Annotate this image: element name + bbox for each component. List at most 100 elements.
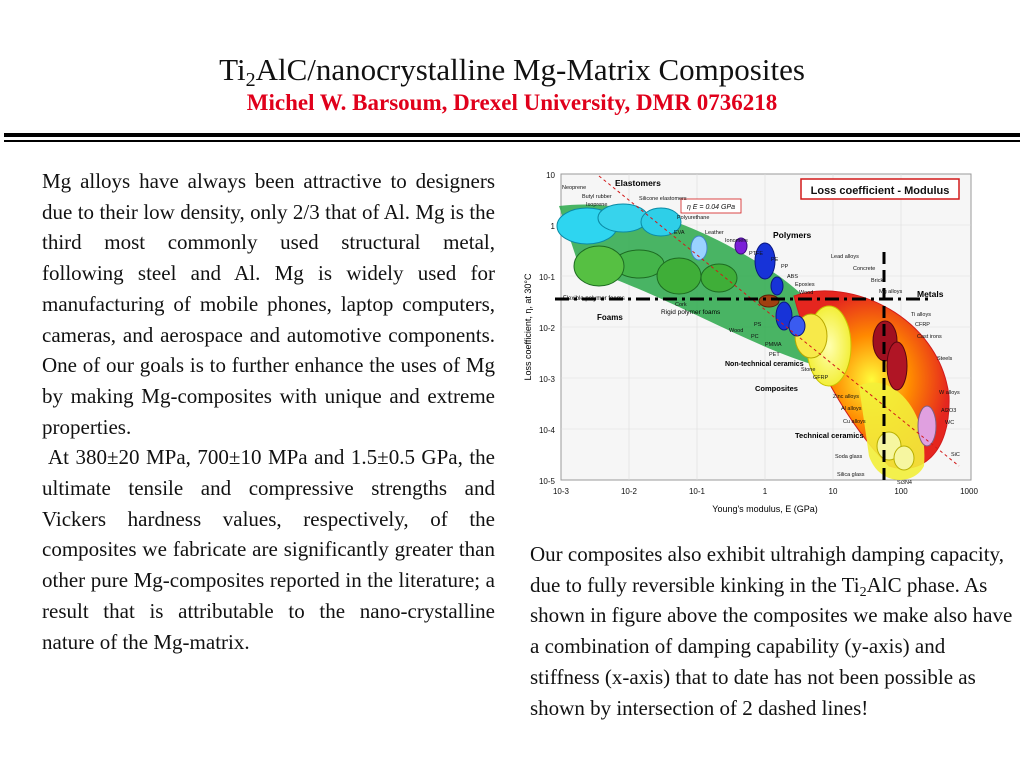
label-cast-irons: Cast irons xyxy=(917,334,942,340)
label-isoprene: Isoprene xyxy=(586,202,607,208)
guide-line xyxy=(598,175,960,467)
xtick-label: 10-2 xyxy=(621,487,638,496)
label-pet: PET xyxy=(769,352,780,358)
label-wood-grain: Wood xyxy=(729,328,743,334)
label-eva: EVA xyxy=(674,230,685,236)
ceramic-bubble xyxy=(893,445,915,471)
caption-subscript: 2 xyxy=(859,584,867,600)
caption-text-rest: AlC phase. As shown in figure above the … xyxy=(530,572,1013,720)
label-gfrp: GFRP xyxy=(813,375,829,381)
elastomer-bubble xyxy=(597,203,649,233)
label-cfrp: CFRP xyxy=(915,322,930,328)
label-technical-ceramics: Technical ceramics xyxy=(795,431,864,440)
caption-text: Our composites also exhibit ultrahigh da… xyxy=(530,542,1004,597)
polymer-bubble xyxy=(788,315,806,337)
label-mg-alloys: Mg alloys xyxy=(879,289,902,295)
label-soda-glass: Soda glass xyxy=(835,454,862,460)
label-pp: PP xyxy=(781,264,789,270)
label-butyl-rubber: Butyl rubber xyxy=(582,194,612,200)
label-wood: Wood xyxy=(799,290,813,296)
ytick-label: 10 xyxy=(546,171,555,180)
divider-thick xyxy=(4,133,1020,137)
foam-bubble xyxy=(656,257,702,295)
label-brick: Brick xyxy=(871,278,883,284)
label-metals: Metals xyxy=(917,289,944,299)
label-ps: PS xyxy=(754,322,762,328)
divider-thin xyxy=(4,140,1020,142)
ashby-chart-svg: Loss coefficient - Modulus η E = 0.04 GP… xyxy=(519,166,980,529)
label-cork: Cork xyxy=(675,302,687,308)
label-rigid-polymer-foams: Rigid polymer foams xyxy=(661,309,721,316)
label-pmma: PMMA xyxy=(765,342,782,348)
label-foams: Foams xyxy=(597,313,623,322)
equation-label: η E = 0.04 GPa xyxy=(687,204,735,211)
xtick-label: 10-3 xyxy=(553,487,570,496)
label-al-alloys: Al alloys xyxy=(841,406,862,412)
paragraph-1: Mg alloys have always been attractive to… xyxy=(42,169,495,439)
label-si3n4: Si3N4 xyxy=(897,480,912,486)
ytick-label: 10-3 xyxy=(539,375,556,384)
label-stone: Stone xyxy=(801,367,815,373)
xtick-label: 1 xyxy=(763,487,768,496)
title-text-rest: AlC/nanocrystalline Mg-Matrix Composites xyxy=(255,52,805,87)
x-axis-label: Young's modulus, E (GPa) xyxy=(712,504,817,514)
ashby-chart-figure: Loss coefficient - Modulus η E = 0.04 GP… xyxy=(519,166,980,529)
ytick-label: 10-1 xyxy=(539,273,556,282)
xtick-label: 100 xyxy=(894,487,908,496)
chart-title-box xyxy=(800,178,960,200)
label-ti-alloys: Ti alloys xyxy=(911,312,931,318)
label-pe: PE xyxy=(771,257,779,263)
figure-caption-paragraph: Our composites also exhibit ultrahigh da… xyxy=(530,539,1014,723)
xtick-label: 10 xyxy=(829,487,838,496)
page-title: Ti2AlC/nanocrystalline Mg-Matrix Composi… xyxy=(0,52,1024,91)
label-flexible-polymer-foams: Flexible polymer foams xyxy=(563,296,625,302)
label-zinc-alloys: Zinc alloys xyxy=(833,394,859,400)
label-silica-glass: Silica glass xyxy=(837,472,865,478)
label-pc: PC xyxy=(751,334,759,340)
label-sic: SiC xyxy=(951,452,960,458)
chart-title: Loss coefficient - Modulus xyxy=(811,185,950,197)
y-axis-label: Loss coefficient, η, at 30°C xyxy=(523,273,533,380)
wood-bubble xyxy=(758,294,780,308)
equation-box xyxy=(680,198,742,214)
label-non-technical-ceramics: Non-technical ceramics xyxy=(725,361,804,368)
label-polymers: Polymers xyxy=(773,230,812,240)
label-composites: Composites xyxy=(755,384,798,393)
label-steels: Steels xyxy=(937,356,953,362)
xtick-label: 1000 xyxy=(960,487,978,496)
label-w-alloys: W alloys xyxy=(939,390,960,396)
label-ptfe: PTFE xyxy=(749,251,763,257)
elastomer-bubble xyxy=(640,207,682,237)
label-cu-alloys: Cu alloys xyxy=(843,419,866,425)
polymer-bubble xyxy=(775,301,793,331)
polymer-bubble xyxy=(690,235,708,261)
label-neoprene: Neoprene xyxy=(562,185,586,191)
ytick-label: 10-2 xyxy=(539,324,556,333)
title-subscript: 2 xyxy=(245,69,256,91)
page-subtitle: Michel W. Barsoum, Drexel University, DM… xyxy=(246,90,778,115)
label-al2o3: Al2O3 xyxy=(941,408,956,414)
label-abs: ABS xyxy=(787,274,798,280)
label-polyurethane: Polyurethane xyxy=(677,215,709,221)
metal-bubble xyxy=(886,341,908,391)
label-silicone: Silicone elastomers xyxy=(639,196,687,202)
polymer-bubble xyxy=(770,276,784,296)
left-text-column: Mg alloys have always been attractive to… xyxy=(42,166,495,657)
right-text-column: Our composites also exhibit ultrahigh da… xyxy=(530,539,1014,723)
ytick-label: 10-4 xyxy=(539,426,556,435)
polymer-bubble xyxy=(734,237,748,255)
label-ionomers: Ionomers xyxy=(725,238,748,244)
ytick-label: 1 xyxy=(551,222,556,231)
xtick-label: 10-1 xyxy=(689,487,706,496)
label-lead-alloys: Lead alloys xyxy=(831,254,859,260)
label-epoxies: Epoxies xyxy=(795,282,815,288)
foam-bubble xyxy=(700,263,738,293)
label-concrete: Concrete xyxy=(853,266,875,272)
label-elastomers: Elastomers xyxy=(615,178,661,188)
ytick-label: 10-5 xyxy=(539,477,556,486)
label-wc: WC xyxy=(945,420,954,426)
label-leather: Leather xyxy=(705,230,724,236)
paragraph-2: At 380±20 MPa, 700±10 MPa and 1.5±0.5 GP… xyxy=(42,445,495,654)
polymer-bubble xyxy=(754,242,776,280)
title-text: Ti xyxy=(219,52,246,87)
